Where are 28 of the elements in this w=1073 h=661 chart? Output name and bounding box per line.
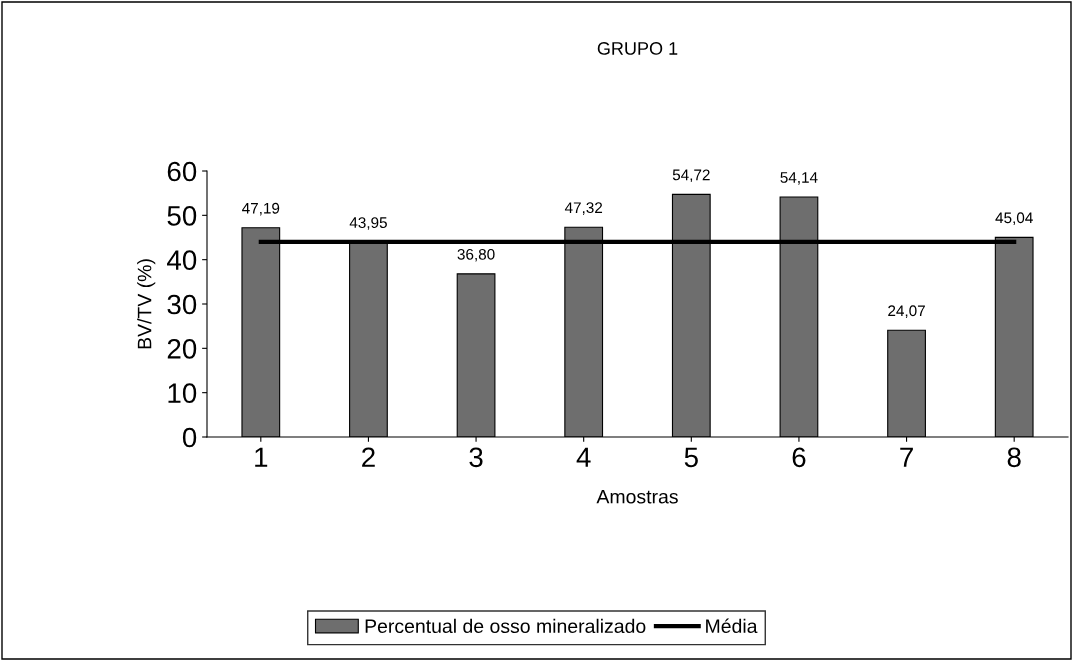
- y-axis-title: BV/TV (%): [137, 259, 156, 349]
- x-tick-label: 1: [255, 447, 268, 467]
- x-tick-label: 2: [362, 447, 375, 467]
- y-tick-label: 50: [167, 206, 197, 226]
- y-tick-label: 60: [167, 161, 197, 182]
- legend-label: Percentual de osso mineralizado: [365, 618, 646, 634]
- x-tick-label: 4: [576, 447, 591, 467]
- x-tick-label: 3: [469, 447, 483, 468]
- y-tick-label: 20: [167, 339, 197, 359]
- y-tick-label: 10: [168, 383, 197, 404]
- y-tick-label: 0: [182, 427, 197, 448]
- data-label: 43,95: [349, 217, 387, 230]
- x-tick-label: 7: [900, 447, 913, 467]
- data-label: 36,80: [457, 248, 495, 262]
- data-label: 47,19: [242, 202, 280, 216]
- x-axis-title: Amostras: [596, 490, 678, 504]
- y-tick-label: 30: [167, 294, 197, 315]
- chart-title: GRUPO 1: [597, 42, 678, 55]
- x-tick-label: 5: [684, 447, 698, 468]
- data-label: 54,72: [672, 169, 710, 183]
- data-label: 45,04: [995, 212, 1033, 225]
- legend-label: Média: [706, 618, 758, 634]
- data-label: 54,14: [780, 172, 818, 185]
- x-tick-label: 8: [1007, 447, 1021, 468]
- x-tick-label: 6: [792, 447, 806, 468]
- data-label: 47,32: [564, 202, 603, 215]
- data-label: 24,07: [888, 305, 925, 318]
- y-tick-label: 40: [167, 250, 197, 271]
